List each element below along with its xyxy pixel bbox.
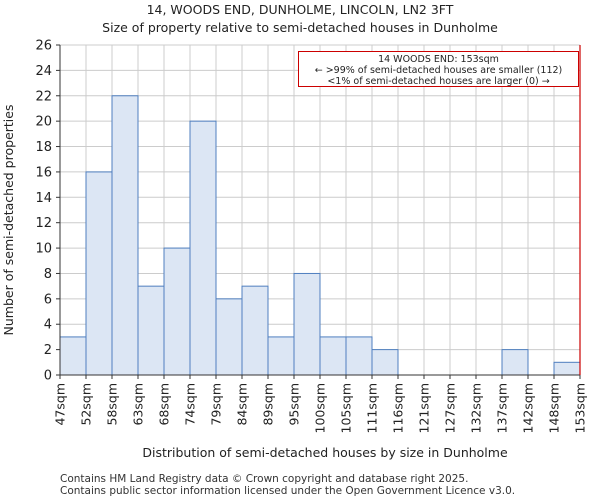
bar (111, 95, 139, 376)
bar (189, 120, 217, 376)
annotation-box: 14 WOODS END: 153sqm ← >99% of semi-deta… (298, 51, 579, 87)
x-axis-label: Distribution of semi-detached houses by … (142, 445, 508, 460)
y-tick-label: 16 (35, 165, 52, 180)
x-tick-label: 121sqm (417, 383, 432, 433)
x-tick-label: 84sqm (235, 383, 250, 426)
y-tick-label: 2 (44, 343, 52, 358)
x-tick-label: 127sqm (443, 383, 458, 433)
bar (501, 349, 529, 376)
bar (371, 349, 399, 376)
x-tick-label: 142sqm (521, 383, 536, 433)
y-tick-label: 10 (35, 242, 52, 257)
x-tick-label: 105sqm (339, 383, 354, 433)
x-tick-label: 79sqm (209, 383, 224, 426)
x-tick-label: 153sqm (573, 383, 588, 433)
x-tick-label: 63sqm (131, 383, 146, 426)
bar (85, 171, 113, 376)
bar (59, 336, 87, 376)
bar (553, 361, 581, 376)
x-tick-label: 116sqm (391, 383, 406, 433)
y-tick-label: 4 (44, 318, 52, 333)
x-tick-label: 68sqm (157, 383, 172, 426)
x-tick-label: 95sqm (287, 383, 302, 426)
x-tick-label: 137sqm (495, 383, 510, 433)
chart-subtitle: Size of property relative to semi-detach… (102, 20, 498, 35)
y-tick-label: 14 (35, 191, 52, 206)
y-tick-label: 0 (44, 369, 52, 384)
footer-licence: Contains public sector information licen… (60, 485, 516, 497)
y-tick-label: 18 (35, 140, 52, 155)
x-tick-label: 100sqm (313, 383, 328, 433)
footer-copyright: Contains HM Land Registry data © Crown c… (60, 473, 469, 485)
x-tick-label: 47sqm (53, 383, 68, 426)
x-tick-label: 52sqm (79, 383, 94, 426)
annotation-line-1: 14 WOODS END: 153sqm (378, 54, 499, 65)
x-tick-label: 58sqm (105, 383, 120, 426)
y-tick-label: 22 (35, 89, 52, 104)
y-axis-label: Number of semi-detached properties (1, 105, 16, 336)
chart-title: 14, WOODS END, DUNHOLME, LINCOLN, LN2 3F… (146, 2, 454, 17)
x-tick-label: 132sqm (469, 383, 484, 433)
x-tick-label: 89sqm (261, 383, 276, 426)
y-tick-label: 24 (35, 64, 52, 79)
bar (345, 336, 373, 376)
x-tick-label: 74sqm (183, 383, 198, 426)
bar (241, 285, 269, 376)
x-tick-label: 148sqm (547, 383, 562, 433)
y-tick-label: 12 (35, 216, 52, 231)
y-tick-label: 26 (35, 39, 52, 54)
bar (215, 298, 243, 376)
bar (267, 336, 295, 376)
annotation-line-2: ← >99% of semi-detached houses are small… (314, 65, 563, 76)
x-tick-label: 111sqm (365, 383, 380, 433)
bar (319, 336, 347, 376)
bar (293, 272, 321, 376)
annotation-line-3: <1% of semi-detached houses are larger (… (327, 76, 550, 87)
y-tick-label: 20 (35, 115, 52, 130)
y-tick-label: 6 (44, 292, 52, 307)
y-tick-label: 8 (44, 267, 52, 282)
bar (163, 247, 191, 376)
bar (137, 285, 165, 376)
